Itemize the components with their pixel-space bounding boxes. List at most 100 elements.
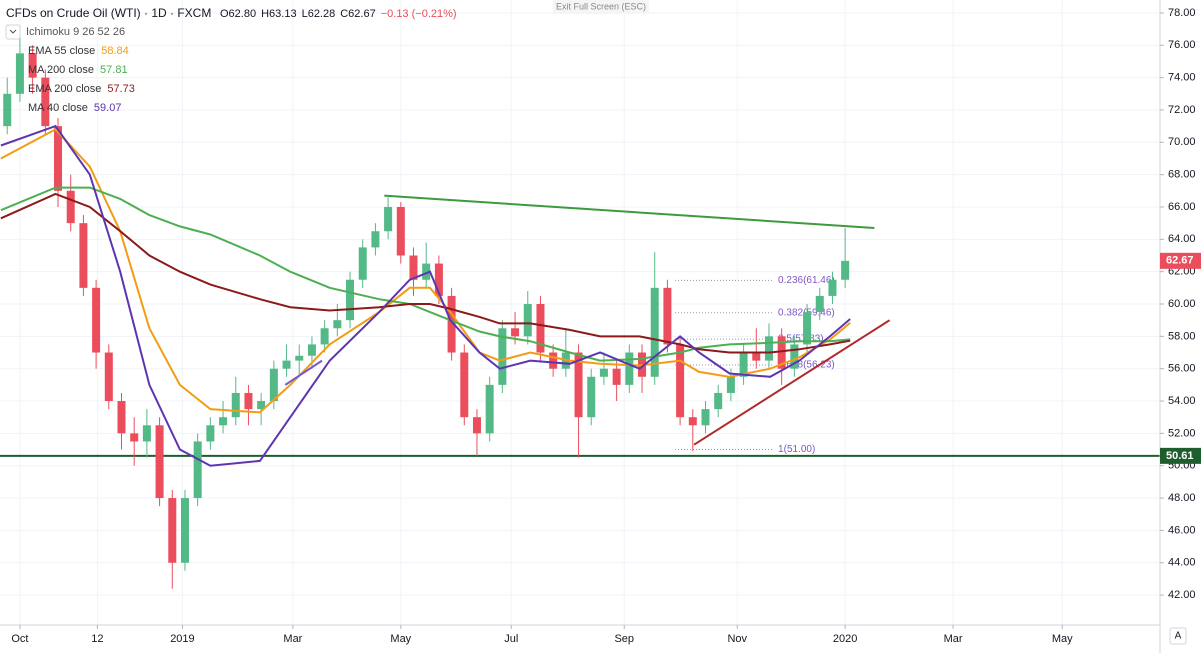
candle-body: [828, 279, 837, 296]
x-tick-label: 2020: [833, 633, 857, 645]
candle-body: [752, 352, 761, 361]
candle-body: [28, 53, 37, 78]
candle-body: [815, 295, 824, 313]
legend-value: 57.73: [107, 83, 135, 95]
fib-label: 0.5(57.83): [778, 334, 824, 345]
candle-body: [333, 320, 342, 329]
y-tick-label: 74.00: [1168, 72, 1196, 84]
candle-body: [498, 328, 507, 385]
candle-body: [714, 392, 723, 410]
candle-body: [422, 263, 431, 280]
exit-fullscreen[interactable]: Exit Full Screen (ESC): [556, 1, 646, 11]
trendline: [284, 359, 323, 386]
x-tick-label: Nov: [727, 633, 747, 645]
candle-body: [206, 425, 215, 442]
x-tick-label: 2019: [170, 633, 194, 645]
y-tick-label: 60.00: [1168, 298, 1196, 310]
indicator-label: Ichimoku 9 26 52 26: [26, 26, 125, 38]
exit-button[interactable]: [553, 0, 649, 14]
legend-value: 57.81: [100, 64, 128, 76]
candle-body: [282, 360, 291, 369]
candle-body: [269, 368, 278, 402]
quote-value: H63.13: [261, 8, 296, 20]
price-label-box: [1160, 252, 1201, 269]
candle-body: [244, 392, 253, 410]
quote-value: L62.28: [302, 8, 336, 20]
candle-body: [79, 223, 88, 288]
quote-value: C62.67: [340, 8, 375, 20]
candle-body: [130, 433, 139, 442]
candle-body: [295, 355, 304, 361]
x-tick-label: May: [390, 633, 411, 645]
y-tick-label: 42.00: [1168, 589, 1196, 601]
trendline: [693, 319, 891, 446]
legend-name: EMA 200 close: [28, 83, 101, 95]
y-tick-label: 68.00: [1168, 169, 1196, 181]
candle-body: [612, 368, 621, 385]
candle-body: [447, 295, 456, 353]
candle-body: [104, 352, 113, 402]
auto-scale-button[interactable]: [1169, 627, 1187, 645]
candle-body: [257, 401, 266, 410]
candle-body: [574, 352, 583, 418]
y-tick-label: 58.00: [1168, 330, 1196, 342]
price-label: 62.67: [1166, 255, 1194, 267]
candle-body: [219, 417, 228, 426]
candle-body: [485, 384, 494, 434]
y-tick-label: 78.00: [1168, 7, 1196, 19]
ma-line: [0, 124, 851, 467]
candle-body: [549, 352, 558, 369]
candle-body: [3, 93, 12, 127]
candle-body: [523, 304, 532, 337]
candle-body: [701, 409, 710, 426]
candle-body: [409, 255, 418, 280]
legend-name: EMA 55 close: [28, 45, 95, 57]
y-tick-label: 54.00: [1168, 395, 1196, 407]
y-tick-label: 48.00: [1168, 492, 1196, 504]
price-label-box: [1160, 447, 1201, 464]
candle-body: [155, 425, 164, 499]
candle-body: [599, 368, 608, 377]
candle-body: [511, 328, 520, 337]
auto-scale-label[interactable]: A: [1175, 631, 1182, 642]
legend-name: MA 200 close: [28, 64, 94, 76]
x-tick-label: May: [1052, 633, 1073, 645]
candle-body: [384, 206, 393, 232]
trendline: [384, 194, 875, 230]
quote-value: −0.13 (−0.21%): [381, 8, 457, 20]
price-label: 50.61: [1166, 450, 1194, 462]
x-tick-label: Mar: [944, 633, 963, 645]
y-tick-label: 70.00: [1168, 136, 1196, 148]
ma-line: [0, 192, 851, 354]
candle-body: [117, 401, 126, 434]
candle-body: [688, 417, 697, 426]
candle-body: [625, 352, 634, 385]
candle-body: [54, 126, 63, 191]
x-tick-label: Jul: [504, 633, 518, 645]
chart-title: CFDs on Crude Oil (WTI) · 1D · FXCM: [6, 6, 211, 20]
candle-body: [460, 352, 469, 418]
candle-body: [358, 247, 367, 280]
legend-name: MA 40 close: [28, 102, 88, 114]
fib-label: 0.236(61.46): [778, 275, 835, 286]
candle-body: [472, 417, 481, 434]
candle-body: [841, 260, 850, 280]
y-tick-label: 52.00: [1168, 427, 1196, 439]
candle-body: [663, 287, 672, 345]
candle-body: [142, 425, 151, 442]
x-tick-label: Mar: [283, 633, 302, 645]
y-tick-label: 46.00: [1168, 524, 1196, 536]
collapse-button[interactable]: [5, 24, 21, 40]
chevron-icon: [9, 29, 17, 34]
y-tick-label: 76.00: [1168, 39, 1196, 51]
candle-body: [803, 312, 812, 345]
candle-body: [307, 344, 316, 356]
candle-body: [739, 352, 748, 377]
x-tick-label: Sep: [614, 633, 634, 645]
fib-label: 1(51.00): [778, 444, 815, 455]
x-tick-label: 12: [91, 633, 103, 645]
y-tick-label: 72.00: [1168, 104, 1196, 116]
candle-body: [777, 336, 786, 369]
